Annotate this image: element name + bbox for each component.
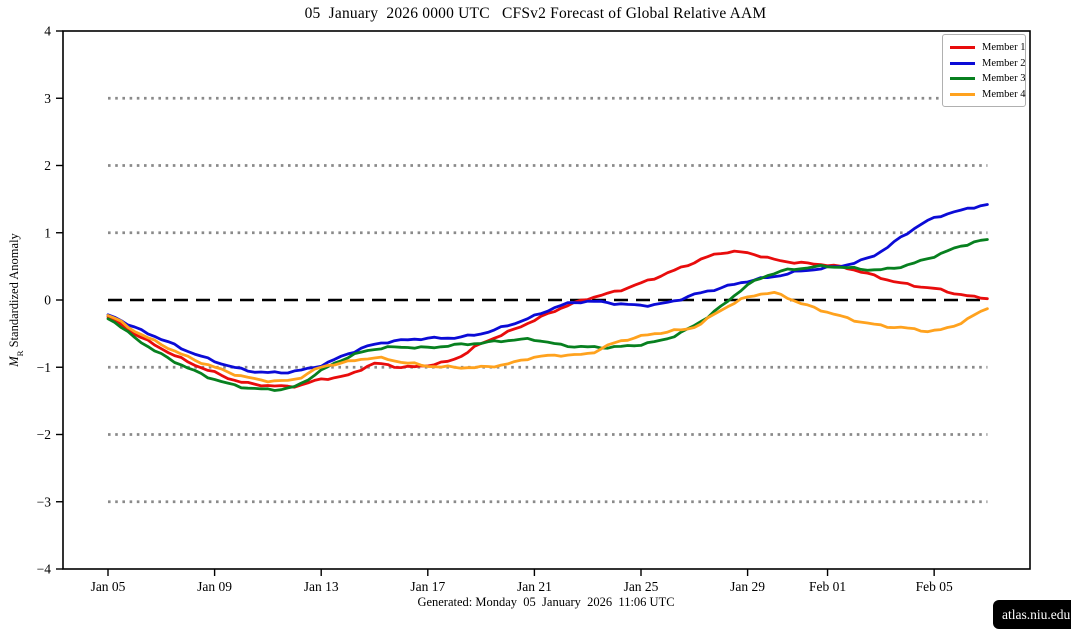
legend-swatch-member-4 [950, 92, 975, 96]
legend-label-member-4: Member 4 [982, 88, 1026, 100]
x-tick-label: Feb 05 [916, 579, 953, 594]
atlas-niu-edu-watermark: atlas.niu.edu [993, 600, 1071, 629]
series-line-member-2 [106, 203, 989, 375]
legend-item-member-1: Member 1 [950, 40, 1025, 56]
x-tick-label: Jan 17 [410, 579, 445, 594]
legend-label-member-2: Member 2 [982, 57, 1026, 69]
y-tick-label: 4 [44, 24, 51, 39]
legend-swatch-member-2 [950, 61, 975, 65]
series-line-member-4 [106, 290, 989, 384]
legend-label-member-1: Member 1 [982, 42, 1026, 54]
legend-swatch-member-3 [950, 77, 975, 81]
y-axis-label: MR Standardized Anomaly [7, 232, 25, 367]
legend-label-member-3: Member 3 [982, 73, 1026, 85]
x-tick-label: Feb 01 [809, 579, 846, 594]
y-tick-label: −4 [37, 562, 52, 577]
y-tick-label: 1 [44, 225, 51, 240]
chart-title: 05 January 2026 0000 UTC CFSv2 Forecast … [304, 5, 767, 22]
x-tick-label: Jan 13 [304, 579, 339, 594]
series-line-member-3 [106, 238, 989, 392]
legend-item-member-4: Member 4 [950, 87, 1025, 103]
y-tick-label: −1 [37, 360, 51, 375]
x-tick-label: Jan 09 [197, 579, 232, 594]
legend-swatch-member-1 [950, 46, 975, 50]
x-tick-label: Jan 29 [730, 579, 765, 594]
y-tick-label: 3 [44, 91, 51, 106]
generated-timestamp: Generated: Monday 05 January 2026 11:06 … [417, 595, 675, 609]
x-tick-label: Jan 21 [517, 579, 552, 594]
legend: Member 1 Member 2 Member 3 Member 4 [942, 34, 1026, 107]
x-tick-label: Jan 05 [91, 579, 126, 594]
y-tick-label: −3 [37, 494, 52, 509]
y-tick-label: 0 [44, 293, 51, 308]
x-tick-label: Jan 25 [624, 579, 659, 594]
y-tick-label: −2 [37, 427, 51, 442]
legend-item-member-2: Member 2 [950, 56, 1025, 72]
legend-item-member-3: Member 3 [950, 71, 1025, 87]
y-tick-label: 2 [44, 158, 51, 173]
